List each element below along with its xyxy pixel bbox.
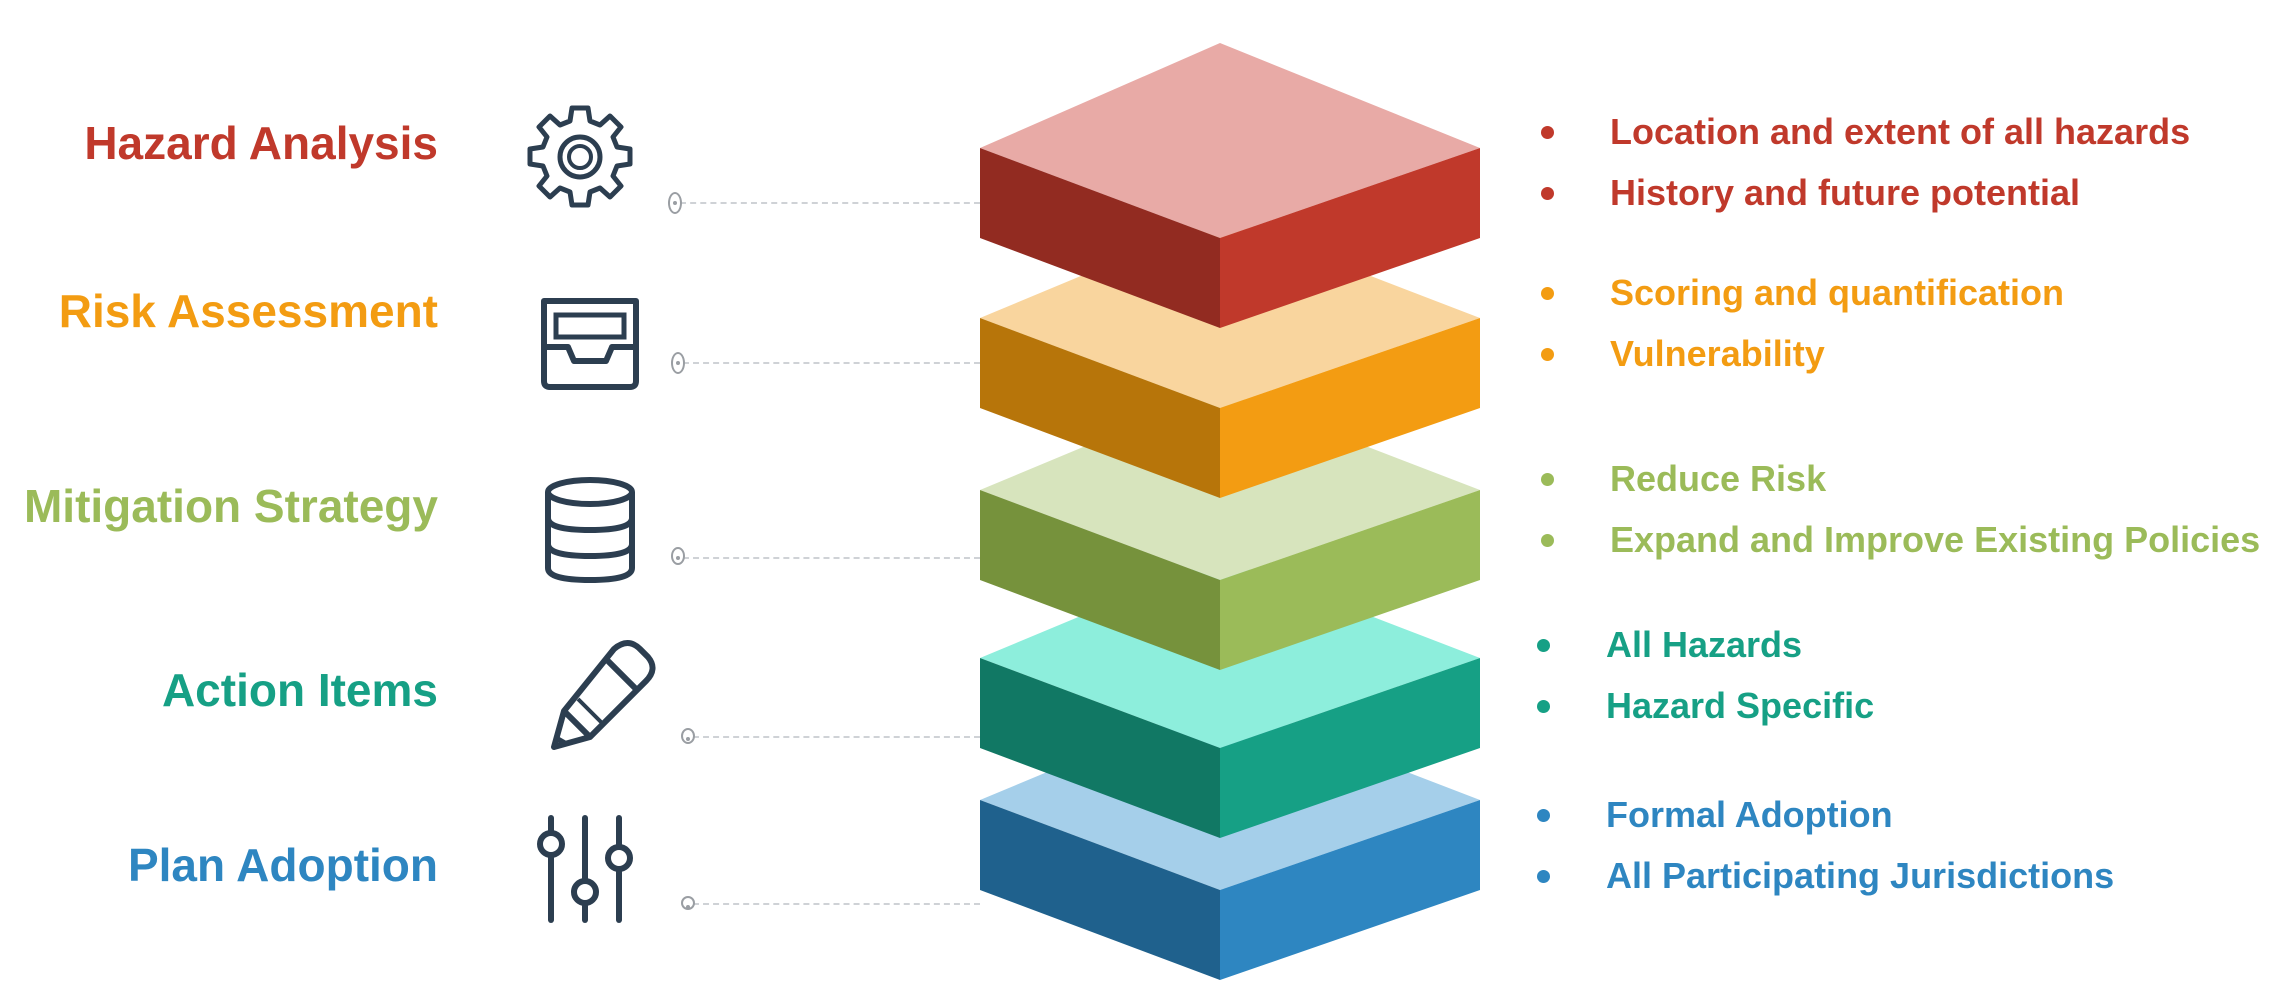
bullet-dot [1537,639,1550,652]
bullet-dot [1541,534,1554,547]
bullet-item: History and future potential [1535,175,2190,211]
bullet-item: All Hazards [1531,627,1874,663]
bullet-item: Hazard Specific [1531,688,1874,724]
slab-left-face [980,800,1220,980]
database-icon [530,470,650,590]
gear-icon [520,100,640,220]
connector-ring [681,728,695,744]
layer-title-risk-assessment: Risk Assessment [58,285,438,337]
bullet-item: Vulnerability [1535,336,2064,372]
slab-left-face [980,490,1220,670]
slab-top-face [980,43,1480,238]
layer-title-plan-adoption: Plan Adoption [127,839,438,891]
connector-ring [671,352,685,374]
layer-title-mitigation-strategy: Mitigation Strategy [23,480,438,532]
bullet-item: Location and extent of all hazards [1535,114,2190,150]
bullet-item: Scoring and quantification [1535,275,2064,311]
bullet-item: Reduce Risk [1535,461,2260,497]
connector-line [683,557,980,559]
layer-slab-hazard-analysis [980,43,1480,328]
connector-line [680,202,980,204]
bullet-dot [1541,473,1554,486]
connector-line [693,736,980,738]
inbox-tray-icon [530,285,650,405]
bullet-list-mitigation-strategy: Reduce Risk Expand and Improve Existing … [1535,461,2260,583]
layer-title-action-items: Action Items [161,664,438,716]
slab-right-face [1220,318,1480,498]
pencil-icon [540,635,660,755]
connector-ring [668,192,682,214]
bullet-list-hazard-analysis: Location and extent of all hazards Histo… [1535,114,2190,236]
slab-right-face [1220,800,1480,980]
bullet-dot [1541,287,1554,300]
bullet-item: Formal Adoption [1531,797,2114,833]
bullet-dot [1537,700,1550,713]
bullet-list-risk-assessment: Scoring and quantification Vulnerability [1535,275,2064,397]
connector-line [693,903,980,905]
bullet-item: Expand and Improve Existing Policies [1535,522,2260,558]
bullet-list-plan-adoption: Formal Adoption All Participating Jurisd… [1531,797,2114,919]
bullet-item: All Participating Jurisdictions [1531,858,2114,894]
slab-right-face [1220,490,1480,670]
connector-line [683,362,980,364]
slab-right-face [1220,658,1480,838]
slab-left-face [980,148,1220,328]
slab-left-face [980,658,1220,838]
bullet-dot [1541,348,1554,361]
connector-ring [671,547,685,565]
connector-ring [681,896,695,910]
bullet-list-action-items: All Hazards Hazard Specific [1531,627,1874,749]
slab-right-face [1220,148,1480,328]
layer-title-hazard-analysis: Hazard Analysis [84,117,438,169]
bullet-dot [1537,870,1550,883]
slab-left-face [980,318,1220,498]
bullet-dot [1541,187,1554,200]
bullet-dot [1537,809,1550,822]
sliders-icon [525,808,645,928]
bullet-dot [1541,126,1554,139]
